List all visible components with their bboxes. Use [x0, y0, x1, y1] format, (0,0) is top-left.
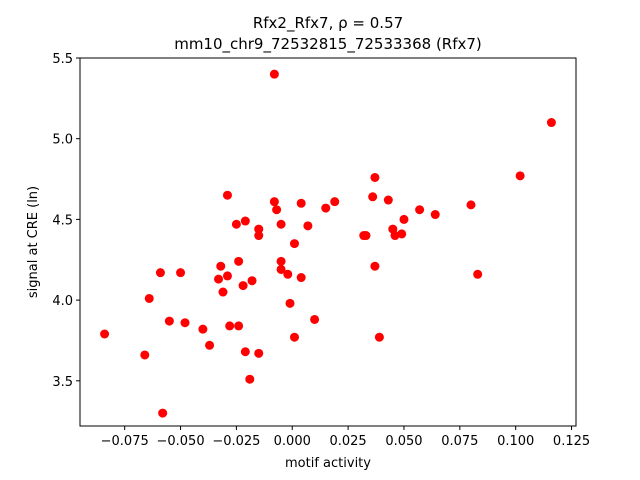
- data-point: [374, 332, 384, 342]
- data-point: [158, 408, 168, 418]
- data-point: [254, 224, 264, 234]
- data-point: [164, 316, 174, 326]
- data-point: [303, 221, 313, 231]
- data-point: [205, 340, 215, 350]
- data-point: [247, 276, 257, 286]
- data-point: [310, 314, 320, 324]
- data-point: [180, 318, 190, 328]
- data-point: [285, 298, 295, 308]
- data-point: [289, 332, 299, 342]
- y-tick-label: 3.5: [52, 375, 73, 390]
- data-point: [361, 231, 371, 241]
- x-tick-label: 0.100: [497, 434, 534, 449]
- data-points: [100, 69, 556, 418]
- data-point: [515, 171, 525, 181]
- data-point: [176, 268, 186, 278]
- x-axis-ticks: −0.075 −0.050 −0.025 0.000 0.025 0.050 0.075 0.…: [101, 426, 590, 449]
- data-point: [473, 269, 483, 279]
- data-point: [321, 203, 331, 213]
- data-point: [218, 287, 228, 297]
- data-point: [144, 293, 154, 303]
- data-point: [269, 69, 279, 79]
- data-point: [430, 210, 440, 220]
- data-point: [238, 281, 248, 291]
- y-axis-ticks: 3.5 4.0 4.5 5.0 5.5: [52, 52, 80, 390]
- data-point: [276, 264, 286, 274]
- data-point: [140, 350, 150, 360]
- y-tick-label: 5.5: [52, 52, 73, 67]
- chart-subtitle: mm10_chr9_72532815_72533368 (Rfx7): [174, 35, 482, 54]
- data-point: [155, 268, 165, 278]
- x-tick-label: 0.000: [274, 434, 311, 449]
- y-tick-label: 4.0: [52, 294, 73, 309]
- x-axis-label: motif activity: [285, 456, 371, 471]
- data-point: [234, 321, 244, 331]
- data-point: [234, 256, 244, 266]
- data-point: [100, 329, 110, 339]
- x-tick-label: −0.075: [101, 434, 149, 449]
- data-point: [383, 195, 393, 205]
- data-point: [214, 274, 224, 284]
- y-tick-label: 4.5: [52, 213, 73, 228]
- x-tick-label: 0.125: [553, 434, 590, 449]
- x-tick-label: 0.025: [329, 434, 366, 449]
- data-point: [330, 197, 340, 207]
- data-point: [368, 192, 378, 202]
- data-point: [276, 256, 286, 266]
- data-point: [222, 190, 232, 200]
- x-tick-label: −0.050: [156, 434, 204, 449]
- data-point: [370, 261, 380, 271]
- data-point: [399, 214, 409, 224]
- x-tick-label: 0.050: [385, 434, 422, 449]
- data-point: [276, 219, 286, 229]
- x-tick-label: 0.075: [441, 434, 478, 449]
- data-point: [546, 118, 556, 128]
- data-point: [216, 261, 226, 271]
- data-point: [240, 347, 250, 357]
- chart-title: Rfx2_Rfx7, ρ = 0.57: [253, 14, 403, 33]
- data-point: [283, 269, 293, 279]
- data-point: [415, 205, 425, 215]
- data-point: [254, 348, 264, 358]
- y-axis-label: signal at CRE (ln): [26, 186, 41, 298]
- data-point: [296, 273, 306, 283]
- data-point: [225, 321, 235, 331]
- data-point: [289, 239, 299, 249]
- y-tick-label: 5.0: [52, 133, 73, 148]
- data-point: [370, 172, 380, 182]
- data-point: [245, 374, 255, 384]
- data-point: [222, 271, 232, 281]
- data-point: [269, 197, 279, 207]
- data-point: [240, 216, 250, 226]
- data-point: [272, 205, 282, 215]
- data-point: [296, 198, 306, 208]
- data-point: [254, 231, 264, 241]
- data-point: [231, 219, 241, 229]
- data-point: [198, 324, 208, 334]
- x-tick-label: −0.025: [212, 434, 260, 449]
- data-point: [466, 200, 476, 210]
- data-point: [397, 229, 407, 239]
- plot-frame: [79, 57, 577, 427]
